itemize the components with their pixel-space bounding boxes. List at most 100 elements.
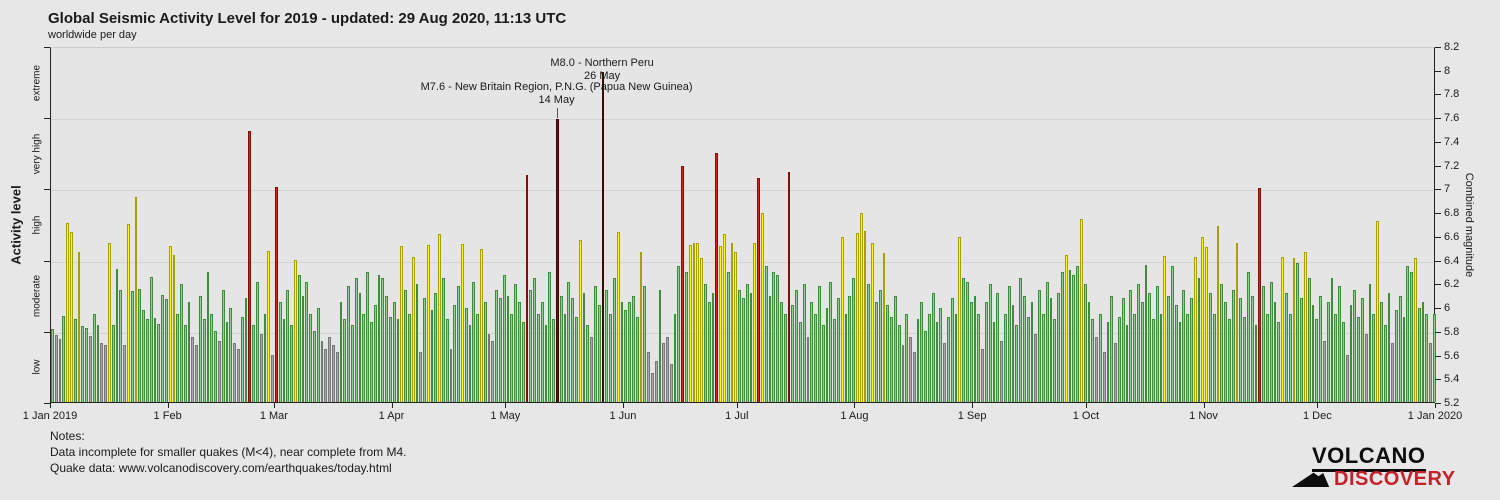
day-bar — [1311, 305, 1315, 402]
month-tick — [736, 403, 738, 408]
day-bar — [1220, 284, 1224, 402]
day-bar — [168, 246, 172, 402]
day-bar — [58, 339, 62, 402]
day-bar — [1159, 313, 1163, 402]
day-bar — [1087, 301, 1091, 402]
day-bar — [874, 301, 878, 402]
right-axis-tick — [1435, 308, 1441, 310]
day-bar — [1121, 298, 1125, 402]
day-bar — [164, 299, 168, 402]
day-bar — [1322, 340, 1326, 402]
day-bar — [1383, 325, 1387, 402]
day-bar — [612, 278, 616, 402]
day-bar — [1319, 295, 1322, 402]
right-axis-tick-label: 7.2 — [1444, 159, 1460, 172]
gridline — [51, 119, 1434, 121]
day-bar — [1357, 317, 1360, 402]
day-bar — [1292, 258, 1296, 402]
day-bar — [312, 331, 316, 402]
day-bar — [734, 252, 738, 402]
day-bar — [377, 274, 381, 402]
day-bar — [867, 284, 871, 402]
day-bar — [631, 295, 635, 402]
day-bar — [77, 252, 81, 402]
day-bar — [396, 319, 400, 402]
day-bar — [1000, 340, 1004, 402]
day-bar — [240, 317, 244, 402]
day-bar — [73, 319, 77, 402]
day-bar — [343, 319, 347, 402]
day-bar — [347, 286, 350, 402]
day-bar — [935, 321, 939, 402]
right-axis-tick — [1435, 189, 1441, 191]
left-axis-tick — [44, 331, 50, 333]
day-bar — [742, 298, 745, 402]
right-axis-tick-label: 5.8 — [1444, 325, 1460, 338]
day-bar — [126, 223, 130, 402]
day-bar — [540, 301, 544, 402]
month-tick — [972, 403, 974, 408]
day-bar — [954, 313, 958, 402]
day-bar — [449, 348, 453, 402]
day-bar — [920, 301, 924, 402]
day-bar — [806, 337, 810, 402]
right-axis-tick — [1435, 284, 1441, 286]
page-title: Global Seismic Activity Level for 2019 -… — [48, 10, 567, 27]
day-bar — [787, 171, 791, 402]
day-bar — [593, 286, 597, 402]
right-axis-tick — [1435, 379, 1441, 381]
day-bar — [1387, 293, 1391, 402]
day-bar — [681, 166, 685, 402]
day-bar — [487, 333, 491, 402]
month-label: 1 May — [490, 410, 521, 422]
day-bar — [586, 325, 590, 402]
day-bar — [821, 325, 825, 402]
day-bar — [1334, 313, 1338, 402]
day-bar — [886, 305, 890, 402]
day-bar — [499, 298, 502, 402]
day-bar — [947, 317, 950, 402]
day-bar — [669, 364, 673, 402]
quake-annotation-line: 14 May — [538, 94, 575, 106]
quake-annotation: M7.6 - New Britain Region, P.N.G. (Papua… — [421, 81, 693, 107]
month-tick — [391, 403, 393, 408]
day-bar — [1152, 319, 1155, 402]
day-bar — [1205, 247, 1209, 402]
notes-line-2: Quake data: www.volcanodiscovery.com/ear… — [50, 461, 392, 475]
day-bar — [567, 281, 571, 402]
day-bar — [400, 246, 404, 402]
day-bar — [1288, 313, 1292, 402]
day-bar — [764, 266, 768, 402]
day-bar — [350, 325, 354, 402]
day-bar — [1174, 305, 1178, 402]
day-bar — [495, 289, 499, 402]
day-bar — [882, 253, 886, 402]
day-bar — [1379, 301, 1383, 402]
day-bar — [252, 325, 256, 402]
day-bar — [1178, 321, 1182, 402]
gridline — [51, 190, 1434, 192]
day-bar — [578, 240, 582, 402]
right-axis-tick-label: 6.4 — [1444, 254, 1460, 267]
activity-band-label: extreme — [31, 64, 43, 101]
right-axis-tick — [1435, 47, 1441, 48]
day-bar — [715, 153, 719, 402]
day-bar — [161, 294, 164, 402]
day-bar — [1216, 226, 1220, 402]
day-bar — [202, 319, 206, 402]
day-bar — [985, 301, 988, 402]
day-bar — [419, 352, 423, 402]
day-bar — [939, 307, 943, 402]
day-bar — [817, 286, 821, 402]
day-bar — [1250, 295, 1254, 402]
month-label: 1 Dec — [1302, 410, 1332, 422]
day-bar — [476, 313, 480, 402]
day-bar — [256, 281, 259, 402]
day-bar — [878, 289, 882, 402]
day-bar — [221, 289, 225, 402]
day-bar — [480, 248, 483, 402]
day-bar — [924, 331, 928, 402]
day-bar — [278, 301, 282, 402]
day-bar — [969, 301, 973, 402]
day-bar — [1368, 284, 1372, 402]
